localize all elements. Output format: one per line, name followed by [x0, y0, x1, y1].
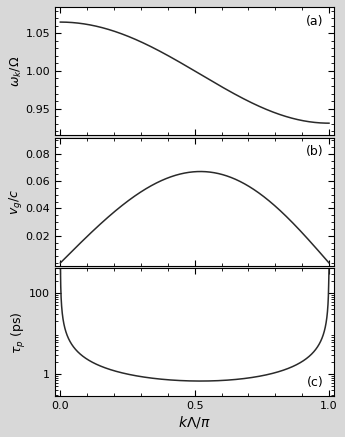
Text: (b): (b) — [306, 146, 323, 158]
Y-axis label: $\omega_k/\Omega$: $\omega_k/\Omega$ — [9, 55, 24, 87]
X-axis label: $k\Lambda/\pi$: $k\Lambda/\pi$ — [178, 414, 211, 430]
Text: (a): (a) — [306, 14, 323, 28]
Y-axis label: $v_g/c$: $v_g/c$ — [7, 189, 24, 215]
Text: (c): (c) — [306, 376, 323, 389]
Y-axis label: $\tau_p$ (ps): $\tau_p$ (ps) — [10, 311, 28, 354]
